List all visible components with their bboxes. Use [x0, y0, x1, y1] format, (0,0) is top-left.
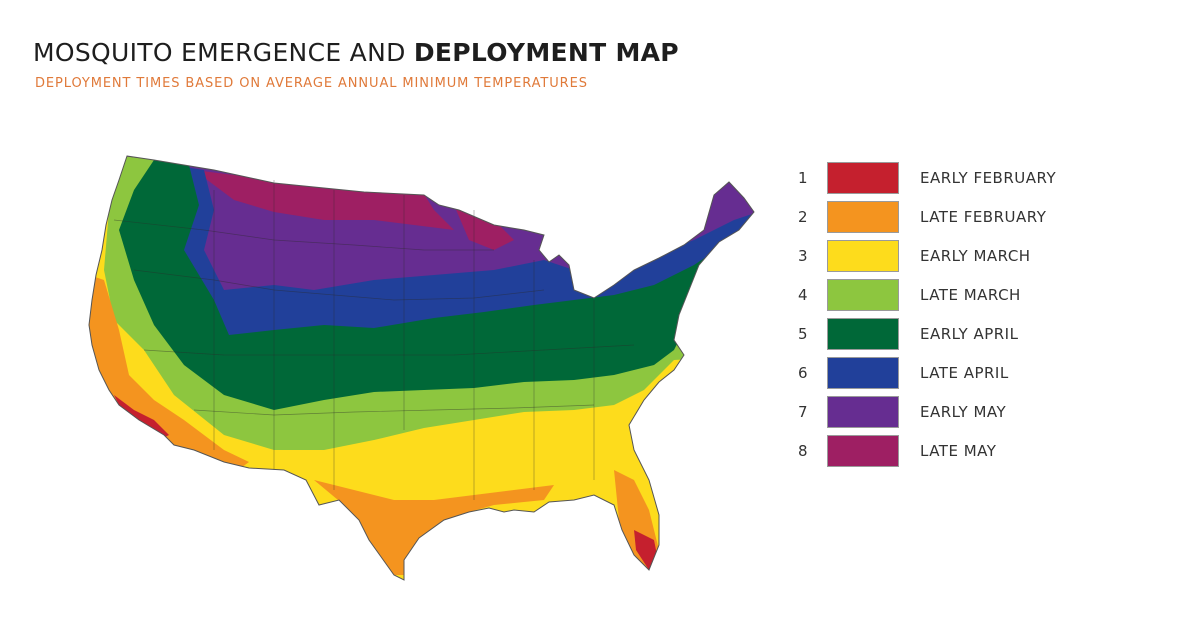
legend-number: 1	[798, 169, 808, 187]
legend-label: LATE MAY	[920, 442, 997, 460]
legend-swatch	[827, 201, 899, 233]
legend-item: 4 LATE MARCH	[798, 277, 1098, 316]
legend-swatch	[827, 162, 899, 194]
legend-item: 8 LATE MAY	[798, 433, 1098, 472]
legend-item: 2 LATE FEBRUARY	[798, 199, 1098, 238]
legend-number: 3	[798, 247, 808, 265]
us-zone-map	[88, 155, 755, 581]
legend-swatch	[827, 435, 899, 467]
legend-label: EARLY APRIL	[920, 325, 1019, 343]
legend-number: 7	[798, 403, 808, 421]
legend-number: 4	[798, 286, 808, 304]
legend-label: LATE APRIL	[920, 364, 1009, 382]
legend-item: 1 EARLY FEBRUARY	[798, 160, 1098, 199]
legend-number: 5	[798, 325, 808, 343]
title-regular: MOSQUITO EMERGENCE AND	[33, 38, 414, 67]
page-title: MOSQUITO EMERGENCE AND DEPLOYMENT MAP	[33, 38, 679, 67]
legend-item: 6 LATE APRIL	[798, 355, 1098, 394]
legend-item: 5 EARLY APRIL	[798, 316, 1098, 355]
legend-label: EARLY FEBRUARY	[920, 169, 1057, 187]
legend-item: 7 EARLY MAY	[798, 394, 1098, 433]
legend-item: 3 EARLY MARCH	[798, 238, 1098, 277]
legend-number: 6	[798, 364, 808, 382]
page-subtitle: DEPLOYMENT TIMES BASED ON AVERAGE ANNUAL…	[35, 76, 588, 91]
legend-swatch	[827, 279, 899, 311]
legend-label: EARLY MAY	[920, 403, 1007, 421]
legend-label: LATE MARCH	[920, 286, 1021, 304]
title-bold: DEPLOYMENT MAP	[413, 38, 679, 67]
legend-swatch	[827, 396, 899, 428]
legend-swatch	[827, 357, 899, 389]
legend-number: 8	[798, 442, 808, 460]
legend-label: LATE FEBRUARY	[920, 208, 1047, 226]
legend-swatch	[827, 318, 899, 350]
legend-label: EARLY MARCH	[920, 247, 1031, 265]
legend: 1 EARLY FEBRUARY 2 LATE FEBRUARY 3 EARLY MARC…	[798, 160, 1098, 472]
legend-number: 2	[798, 208, 808, 226]
legend-swatch	[827, 240, 899, 272]
